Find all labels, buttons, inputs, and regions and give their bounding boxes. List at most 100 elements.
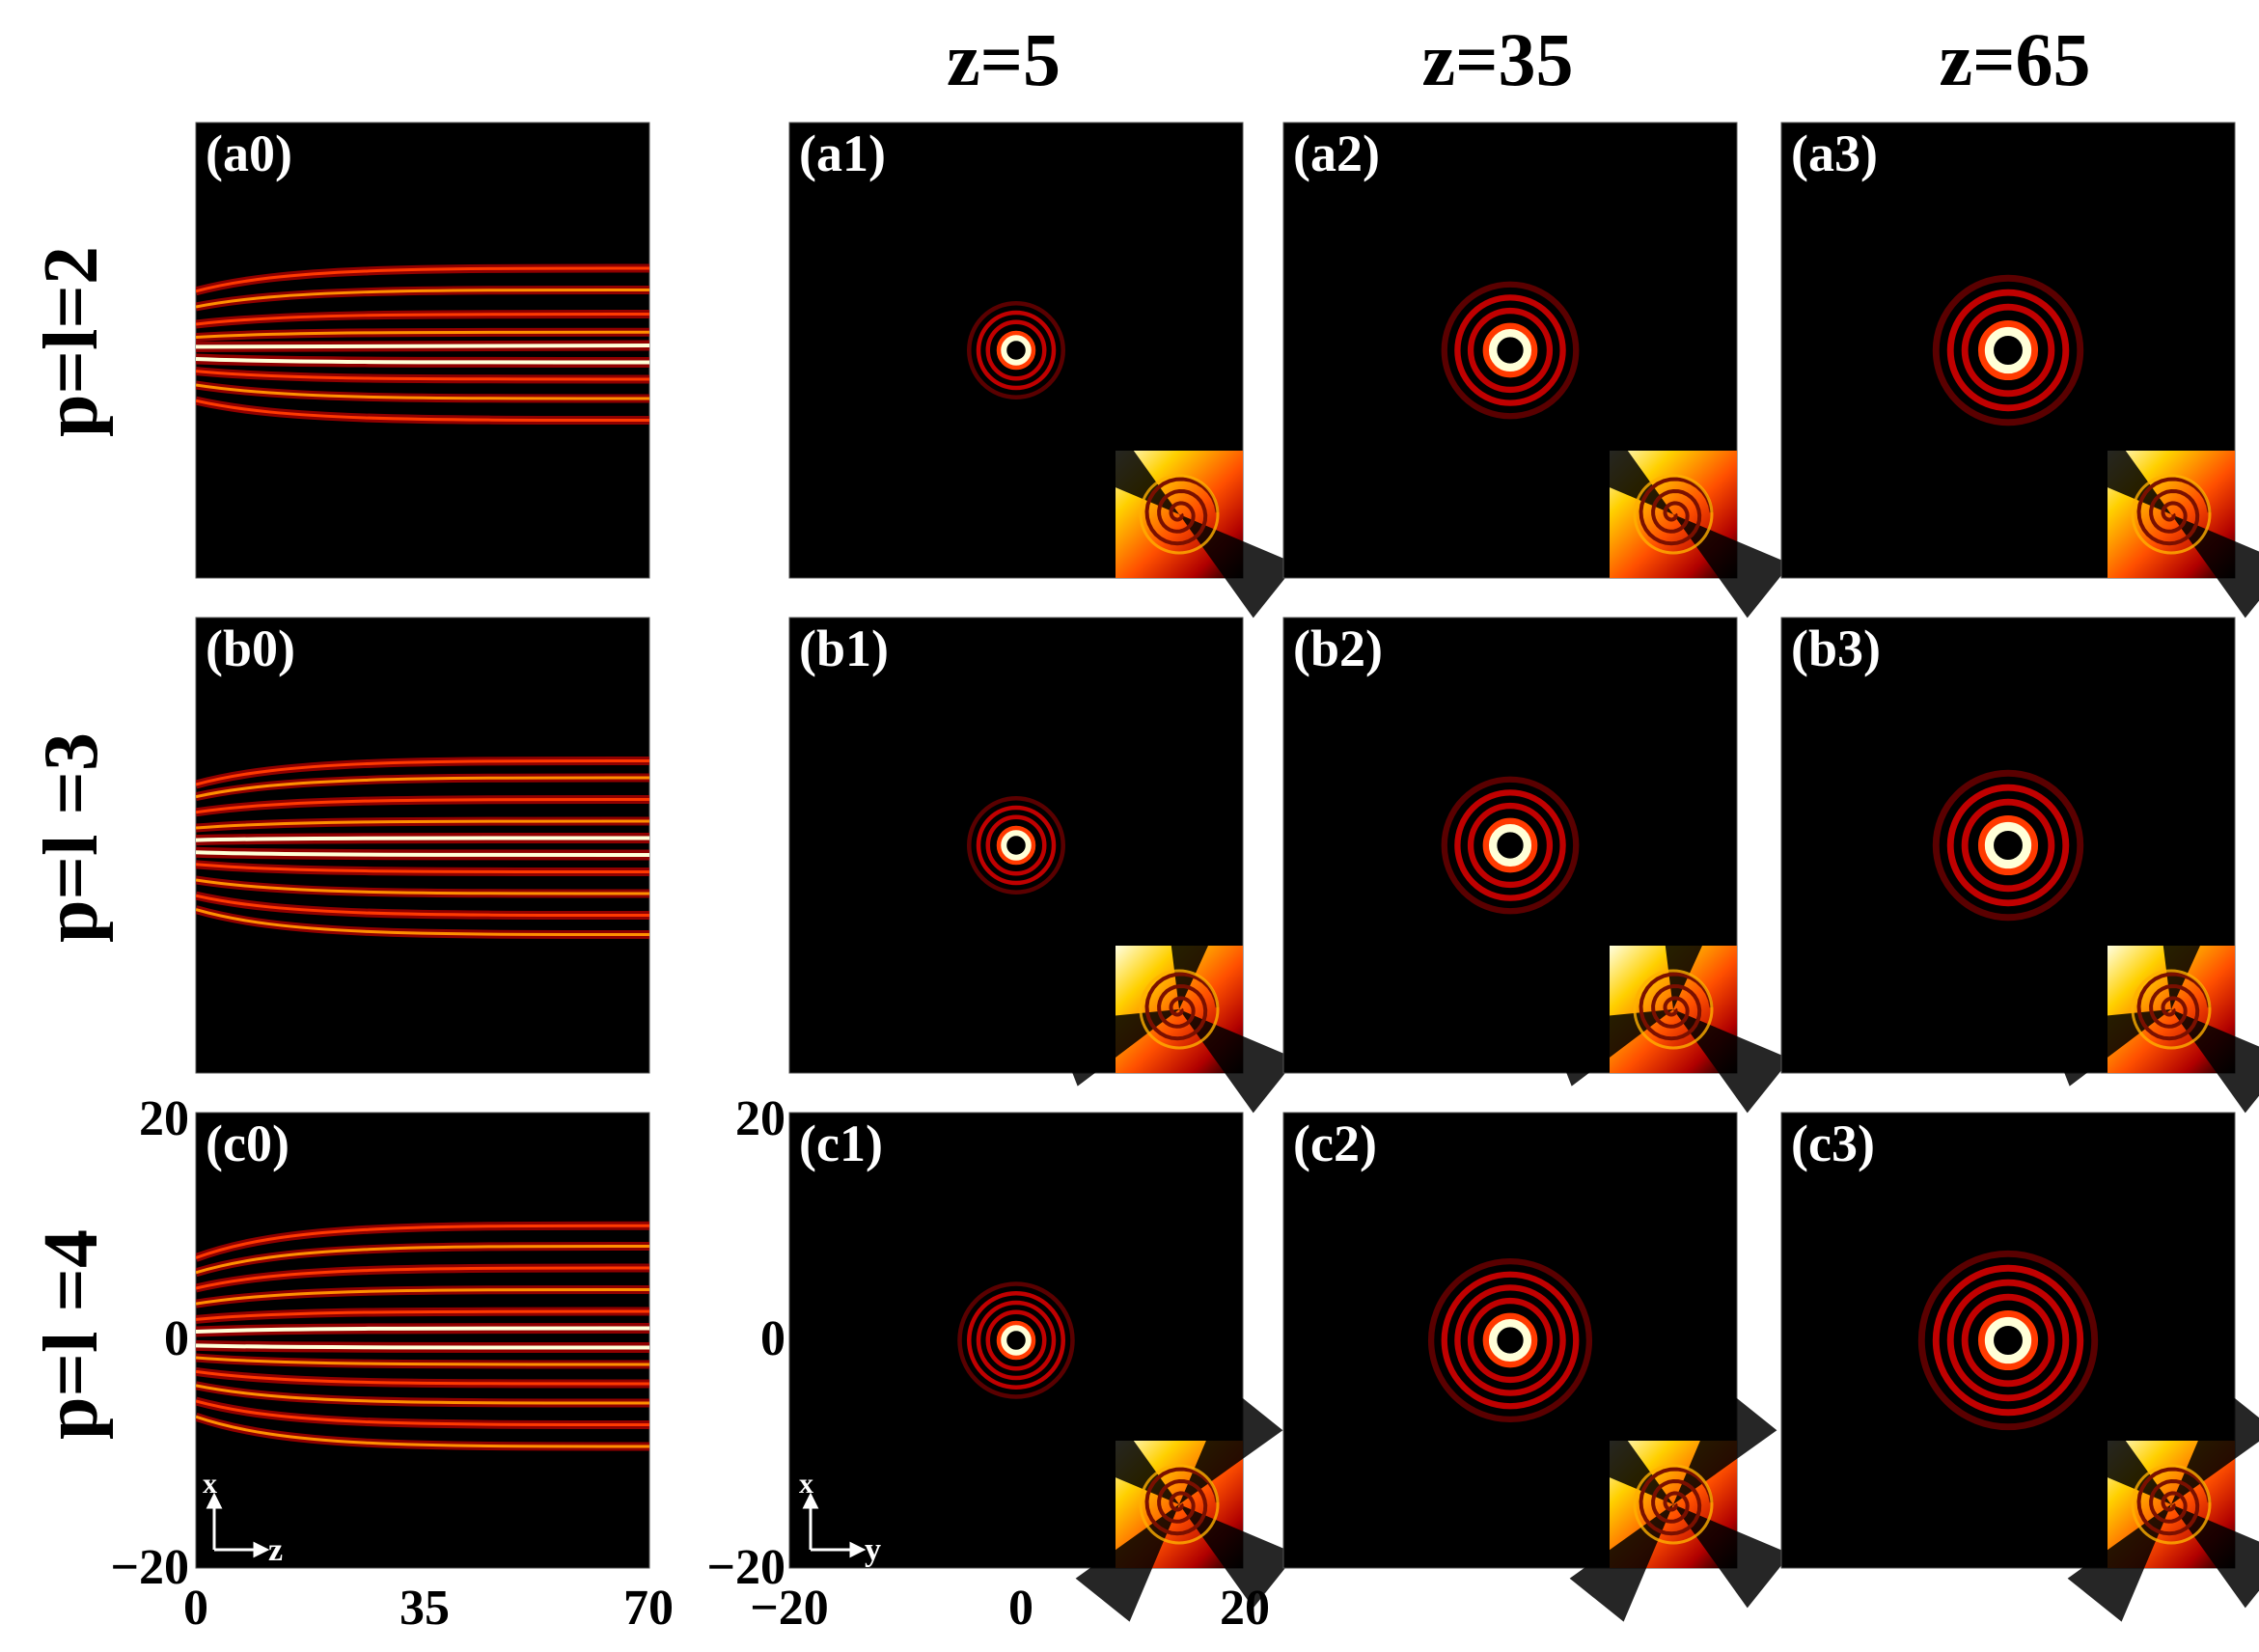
intensity-ring (1441, 1271, 1580, 1410)
phase-spiral (1144, 972, 1220, 1041)
phase-spiral-halo (1633, 1464, 1714, 1545)
intensity-ring (1454, 1284, 1566, 1396)
prop-xtick-35: 35 (399, 1581, 450, 1636)
trans-ytick-mid: 0 (760, 1311, 785, 1366)
intensity-ring-inner-glow (1977, 319, 2039, 381)
panel-b2: (b2) (1282, 617, 1791, 1114)
intensity-ring-inner-glow (1482, 1312, 1538, 1368)
intensity-ring-inner-glow (1482, 322, 1538, 378)
band-core (196, 863, 649, 873)
intensity-ring (1961, 798, 2055, 893)
intensity-ring-inner-glow (1977, 1309, 2039, 1371)
intensity-ring-peak (1984, 1316, 2032, 1364)
intensity-ring-inner-glow (996, 825, 1036, 866)
prop-ytick-top: 20 (139, 1091, 189, 1146)
intensity-ring (967, 796, 1065, 895)
phase-sector (2155, 883, 2224, 1009)
panel-c2: (c2) (1282, 1112, 1791, 1622)
band-core (196, 819, 649, 830)
propagation-axis: 20 0 −20 0 35 70 (110, 1091, 674, 1636)
intensity-ring (967, 301, 1065, 399)
band-core (196, 1356, 649, 1366)
intensity-ring (1454, 294, 1566, 406)
intensity-ring (1467, 1297, 1554, 1384)
xy-arrow-y-label: y (865, 1532, 881, 1568)
xy-arrow-x-label: x (799, 1468, 813, 1500)
phase-spiral (1639, 1467, 1714, 1536)
phase-spiral-halo (1139, 474, 1220, 555)
intensity-ring-peak (1984, 821, 2032, 869)
intensity-ring-peak (1984, 326, 2032, 374)
band-core (196, 1224, 649, 1259)
intensity-ring (976, 1300, 1057, 1381)
phase-inset (2053, 410, 2259, 619)
intensity-ring (1932, 274, 2084, 427)
panel-label-b0: (b0) (206, 620, 295, 677)
propagation-bands (196, 757, 649, 939)
intensity-ring (985, 814, 1047, 876)
band-core (196, 1245, 649, 1275)
band-core (196, 1343, 649, 1350)
phase-spiral (1144, 1467, 1220, 1536)
phase-sector (2044, 1009, 2171, 1087)
panel-label-a1: (a1) (799, 124, 886, 182)
panel-a0: (a0) (195, 122, 650, 579)
intensity-ring (1467, 307, 1554, 394)
panel-label-c2: (c2) (1293, 1115, 1377, 1172)
row-label-a: p=l=2 (29, 246, 114, 437)
panel-label-c0: (c0) (206, 1115, 289, 1172)
intensity-ring (1427, 1257, 1593, 1423)
phase-sector (1052, 1009, 1179, 1087)
panel-a1: (a1) (788, 122, 1297, 619)
phase-inset (2044, 883, 2259, 1114)
band-core (196, 1415, 649, 1448)
phase-sector (2171, 1009, 2259, 1114)
band-core (196, 798, 649, 814)
panel-label-b2: (b2) (1293, 620, 1383, 677)
panel-label-a3: (a3) (1791, 124, 1878, 182)
intensity-ring-peak (1001, 335, 1032, 366)
axis-arrows-xy: x y (799, 1468, 881, 1568)
phase-spiral-halo (2131, 969, 2212, 1050)
intensity-ring (1441, 281, 1580, 420)
vortex-core (1997, 835, 2019, 856)
band-core (196, 313, 649, 326)
panel-b0: (b0) (195, 617, 650, 1074)
intensity-ring (1961, 303, 2055, 398)
phase-spiral (2136, 1467, 2212, 1536)
phase-inset (1052, 883, 1297, 1114)
phase-inset (1546, 883, 1791, 1114)
panel-label-a2: (a2) (1293, 124, 1380, 182)
band-core (196, 266, 649, 293)
band-core (196, 1288, 649, 1306)
phase-spiral-halo (1633, 474, 1714, 555)
phase-spiral (1639, 972, 1714, 1041)
intensity-ring-inner-glow (996, 1320, 1036, 1361)
band-core (196, 1309, 649, 1321)
axis-arrows-xz: x z (203, 1468, 283, 1568)
panel-c0: (c0) (195, 1112, 650, 1569)
vortex-core (1009, 1334, 1023, 1347)
intensity-ring (957, 1281, 1075, 1399)
band-core (196, 370, 649, 381)
column-header-z65: z=65 (1939, 17, 2090, 101)
intensity-ring (1454, 789, 1566, 901)
intensity-ring (1961, 1293, 2055, 1388)
intensity-ring-inner-glow (996, 330, 1036, 371)
panel-a3: (a3) (1780, 122, 2259, 619)
panel-b1: (b1) (788, 617, 1297, 1114)
intensity-ring (1917, 1250, 2099, 1431)
band-core (196, 357, 649, 365)
row-label-c: p=l =4 (29, 1229, 114, 1440)
intensity-ring-peak (1001, 1325, 1032, 1356)
xz-arrow-z-label: z (268, 1532, 283, 1568)
prop-xtick-70: 70 (623, 1581, 674, 1636)
intensity-ring-inner-glow (1977, 814, 2039, 876)
phase-inset (1061, 410, 1297, 619)
trans-ytick-top: 20 (735, 1091, 785, 1146)
panel-b3: (b3) (1780, 617, 2259, 1114)
intensity-ring (1946, 784, 2070, 907)
vortex-core (1997, 340, 2019, 361)
propagation-bands (196, 263, 649, 425)
